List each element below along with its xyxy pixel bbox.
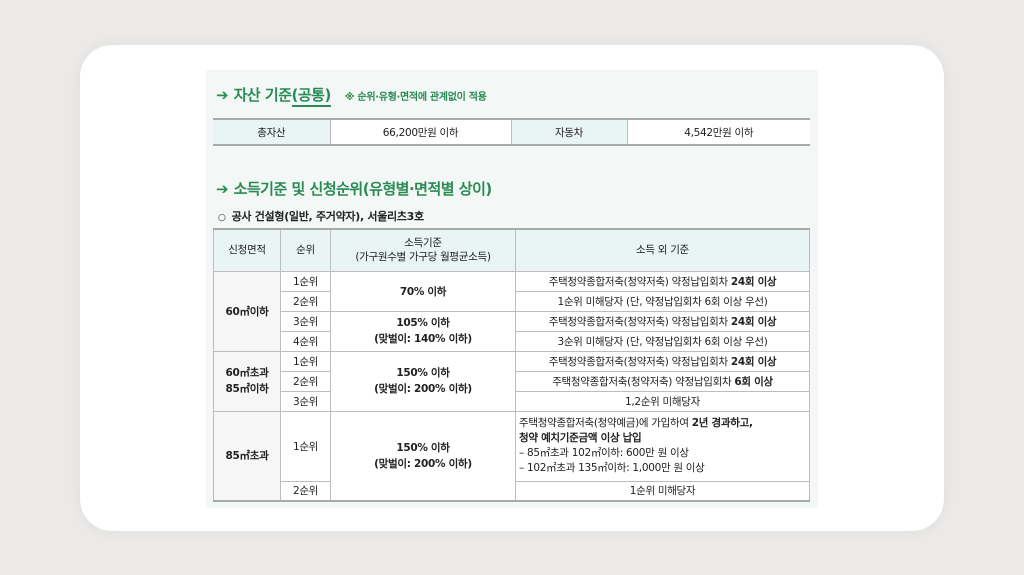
income-cell: 150% 이하 (맞벌이: 200% 이하) (330, 410, 516, 502)
header-income-line1: 소득기준 (404, 237, 442, 250)
income-line1: 150% 이하 (396, 367, 450, 379)
rank-cell: 2순위 (280, 370, 331, 392)
table-row: 3순위 105% 이하 (맞벌이: 140% 이하) 주택청약종합저축(청약저축)… (214, 310, 810, 352)
other-bold-line2: 청약 예치기준금액 이상 납입 (519, 432, 642, 444)
other-line4: – 102㎡초과 135㎡이하: 1,000만 원 이상 (519, 462, 705, 474)
table-row: 85㎡초과 1순위 150% 이하 (맞벌이: 200% 이하) 주택청약종합저축… (213, 410, 810, 502)
subtitle-text: 공사 건설형(일반, 주거약자), 서울리츠3호 (231, 210, 425, 223)
income-line1: 105% 이하 (396, 317, 450, 329)
header-income-line2: (가구원수별 가구당 월평균소득) (355, 251, 491, 264)
other-cell: 3순위 미해당자 (단, 약정납입회차 6회 이상 우선) (515, 330, 810, 352)
income-line1: 150% 이하 (396, 441, 450, 454)
other-bold: 24회 이상 (730, 355, 777, 368)
other-bold: 6회 이상 (734, 375, 773, 388)
other-text: 주택청약종합저축(청약저축) 약정납입회차 (548, 315, 731, 328)
income-line2: (맞벌이: 140% 이하) (374, 333, 472, 345)
rank-cell: 4순위 (280, 330, 331, 352)
income-cell: 105% 이하 (맞벌이: 140% 이하) (330, 310, 516, 352)
rank-cell: 2순위 (280, 290, 331, 312)
asset-title-common: (공통) (291, 84, 331, 107)
other-text: 주택청약종합저축(청약저축) 약정납입회차 (552, 375, 735, 388)
income-line2: (맞벌이: 200% 이하) (374, 457, 472, 470)
arrow-right-icon: ➔ (216, 180, 229, 198)
table-row: 3순위 1,2순위 미해당자 (214, 390, 810, 412)
header-income: 소득기준 (가구원수별 가구당 월평균소득) (330, 228, 516, 272)
area-cell: 60㎡초과 85㎡이하 (213, 350, 281, 412)
income-cell: 70% 이하 (330, 270, 516, 312)
other-cell: 주택청약종합저축(청약저축) 약정납입회차 24회 이상 (515, 350, 810, 372)
other-cell: 1순위 미해당자 (단, 약정납입회차 6회 이상 우선) (515, 290, 810, 312)
table-row: 2순위 주택청약종합저축(청약저축) 약정납입회차 6회 이상 (214, 370, 810, 392)
rank-cell: 2순위 (280, 480, 331, 502)
asset-table: 총자산 66,200만원 이하 자동차 4,542만원 이하 (213, 118, 810, 146)
total-asset-value: 66,200만원 이하 (330, 118, 512, 146)
rank-cell: 1순위 (280, 410, 331, 482)
income-cell: 150% 이하 (맞벌이: 200% 이하) (330, 350, 516, 412)
other-cell: 주택청약종합저축(청약저축) 약정납입회차 24회 이상 (515, 310, 810, 332)
other-text: 주택청약종합저축(청약저축) 약정납입회차 (548, 275, 731, 288)
asset-note: ※ 순위·유형·면적에 관계없이 적용 (344, 92, 487, 103)
area-line1: 60㎡초과 (225, 367, 269, 379)
asset-title: 자산 기준 (233, 86, 292, 104)
rank-cell: 1순위 (280, 350, 331, 372)
rank-cell: 3순위 (280, 390, 331, 412)
arrow-right-icon: ➔ (216, 86, 229, 104)
income-subtitle: ○ 공사 건설형(일반, 주거약자), 서울리츠3호 (218, 208, 424, 224)
rank-cell: 3순위 (280, 310, 331, 332)
table-row: 2순위 1순위 미해당자 (단, 약정납입회차 6회 이상 우선) (214, 290, 810, 312)
other-line3: – 85㎡초과 102㎡이하: 600만 원 이상 (519, 447, 689, 459)
income-table: 신청면적 순위 소득기준 (가구원수별 가구당 월평균소득) 소득 외 기준 60… (213, 228, 810, 502)
area-cell: 60㎡이하 (213, 270, 281, 352)
header-rank: 순위 (280, 228, 331, 272)
total-asset-label: 총자산 (213, 118, 331, 146)
other-cell: 주택청약종합저축(청약예금)에 가입하여 2년 경과하고, 청약 예치기준금액 이… (515, 410, 810, 482)
car-label: 자동차 (511, 118, 628, 146)
income-heading: ➔ 소득기준 및 신청순위(유형별·면적별 상이) (216, 178, 492, 199)
income-title: 소득기준 및 신청순위(유형별·면적별 상이) (233, 180, 493, 198)
header-other: 소득 외 기준 (515, 228, 810, 272)
other-text: 주택청약종합저축(청약저축) 약정납입회차 (548, 355, 731, 368)
rank-cell: 1순위 (280, 270, 331, 292)
other-bold: 2년 경과하고, (691, 417, 753, 429)
area-cell: 85㎡초과 (213, 410, 281, 502)
table-row: 60㎡초과 85㎡이하 1순위 150% 이하 (맞벌이: 200% 이하) 주택청… (213, 350, 810, 412)
table-row: 2순위 1순위 미해당자 (214, 480, 810, 502)
other-cell: 1,2순위 미해당자 (515, 390, 810, 412)
table-header-row: 신청면적 순위 소득기준 (가구원수별 가구당 월평균소득) 소득 외 기준 (213, 228, 810, 272)
other-cell: 1순위 미해당자 (515, 480, 810, 502)
other-text: 주택청약종합저축(청약예금)에 가입하여 (519, 417, 692, 429)
area-line2: 85㎡이하 (225, 383, 269, 395)
other-bold: 24회 이상 (730, 275, 777, 288)
other-bold: 24회 이상 (730, 315, 777, 328)
header-area: 신청면적 (213, 228, 281, 272)
content-panel: ➔ 자산 기준 (공통) ※ 순위·유형·면적에 관계없이 적용 총자산 66,… (206, 70, 818, 508)
car-value: 4,542만원 이하 (627, 118, 810, 146)
income-line2: (맞벌이: 200% 이하) (374, 383, 472, 395)
asset-heading: ➔ 자산 기준 (공통) ※ 순위·유형·면적에 관계없이 적용 (216, 84, 487, 107)
other-cell: 주택청약종합저축(청약저축) 약정납입회차 24회 이상 (515, 270, 810, 292)
circle-bullet-icon: ○ (218, 213, 226, 223)
table-row: 60㎡이하 1순위 70% 이하 주택청약종합저축(청약저축) 약정납입회차 2… (213, 270, 810, 352)
other-cell: 주택청약종합저축(청약저축) 약정납입회차 6회 이상 (515, 370, 810, 392)
